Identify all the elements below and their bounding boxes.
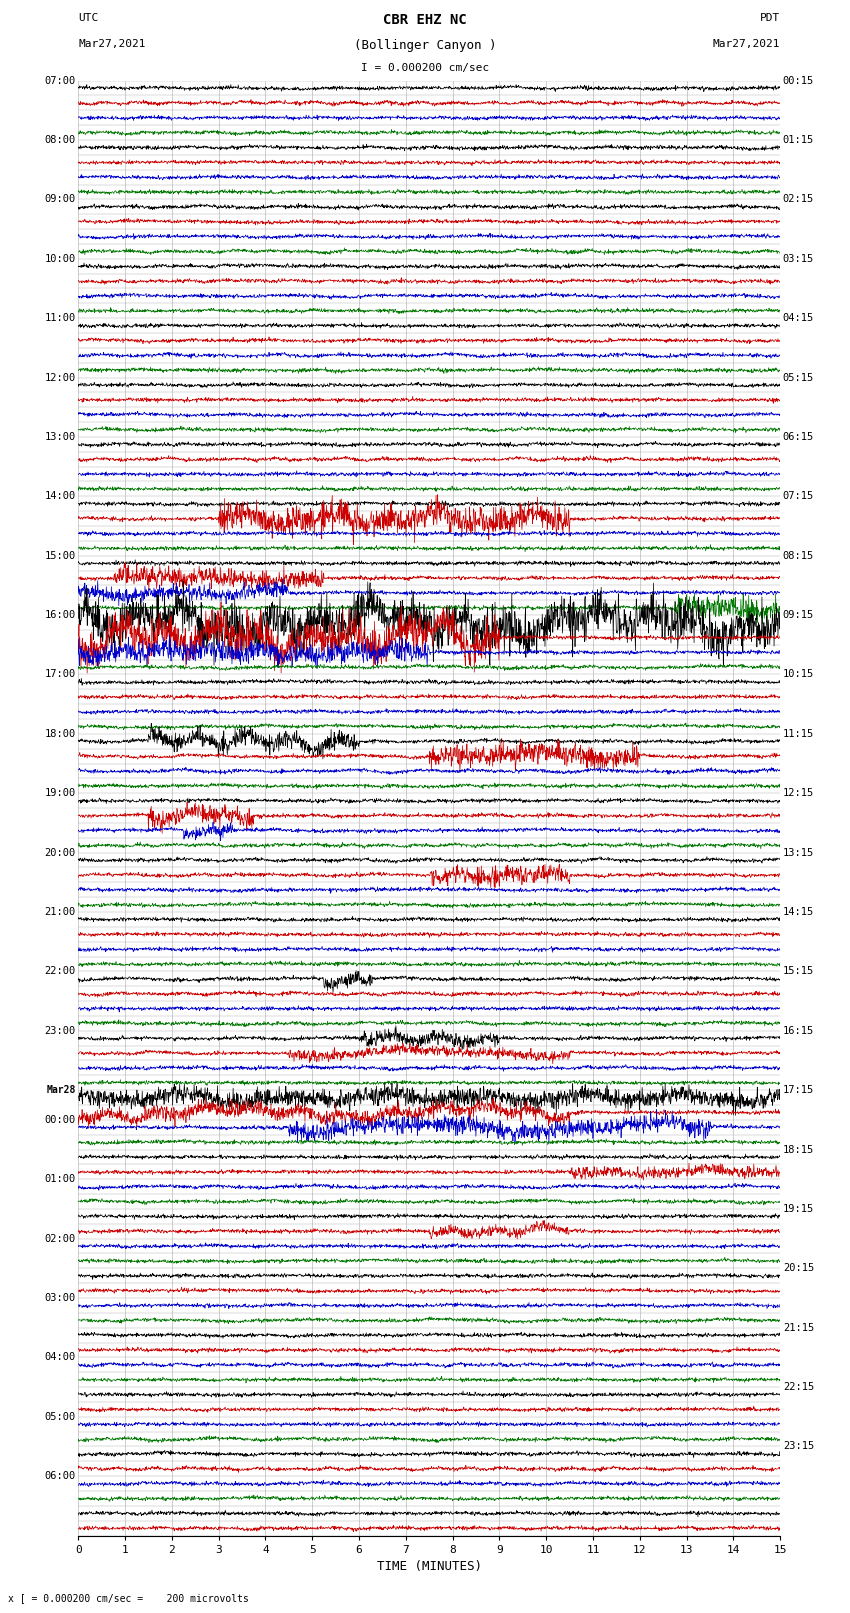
Text: 13:15: 13:15: [783, 848, 814, 858]
Text: 14:00: 14:00: [44, 492, 76, 502]
Text: 12:00: 12:00: [44, 373, 76, 382]
Text: 08:00: 08:00: [44, 135, 76, 145]
Text: 04:15: 04:15: [783, 313, 814, 323]
Text: 23:15: 23:15: [783, 1442, 814, 1452]
Text: I = 0.000200 cm/sec: I = 0.000200 cm/sec: [361, 63, 489, 73]
Text: 10:15: 10:15: [783, 669, 814, 679]
Text: 02:00: 02:00: [44, 1234, 76, 1244]
Text: 01:15: 01:15: [783, 135, 814, 145]
Text: 21:15: 21:15: [783, 1323, 814, 1332]
Text: 14:15: 14:15: [783, 907, 814, 918]
Text: 12:15: 12:15: [783, 789, 814, 798]
Text: 17:15: 17:15: [783, 1086, 814, 1095]
Text: 20:00: 20:00: [44, 848, 76, 858]
Text: Mar28: Mar28: [46, 1086, 76, 1095]
Text: 11:15: 11:15: [783, 729, 814, 739]
Text: 07:00: 07:00: [44, 76, 76, 85]
Text: 05:00: 05:00: [44, 1411, 76, 1421]
Text: 01:00: 01:00: [44, 1174, 76, 1184]
Text: 04:00: 04:00: [44, 1352, 76, 1363]
Text: 23:00: 23:00: [44, 1026, 76, 1036]
Text: 10:00: 10:00: [44, 253, 76, 265]
Text: 02:15: 02:15: [783, 195, 814, 205]
Text: x [ = 0.000200 cm/sec =    200 microvolts: x [ = 0.000200 cm/sec = 200 microvolts: [8, 1594, 249, 1603]
Text: 18:00: 18:00: [44, 729, 76, 739]
Text: 00:15: 00:15: [783, 76, 814, 85]
Text: 16:00: 16:00: [44, 610, 76, 619]
Text: 17:00: 17:00: [44, 669, 76, 679]
Text: Mar27,2021: Mar27,2021: [713, 39, 780, 48]
Text: 06:15: 06:15: [783, 432, 814, 442]
Text: 11:00: 11:00: [44, 313, 76, 323]
Text: 19:15: 19:15: [783, 1203, 814, 1215]
Text: 09:00: 09:00: [44, 195, 76, 205]
Text: CBR EHZ NC: CBR EHZ NC: [383, 13, 467, 27]
Text: 18:15: 18:15: [783, 1145, 814, 1155]
Text: 19:00: 19:00: [44, 789, 76, 798]
Text: PDT: PDT: [760, 13, 780, 23]
Text: 07:15: 07:15: [783, 492, 814, 502]
Text: UTC: UTC: [78, 13, 99, 23]
Text: 03:15: 03:15: [783, 253, 814, 265]
Text: (Bollinger Canyon ): (Bollinger Canyon ): [354, 39, 496, 52]
Text: 08:15: 08:15: [783, 550, 814, 561]
Text: 15:15: 15:15: [783, 966, 814, 976]
Text: 20:15: 20:15: [783, 1263, 814, 1273]
Text: 22:00: 22:00: [44, 966, 76, 976]
Text: 06:00: 06:00: [44, 1471, 76, 1481]
Text: 22:15: 22:15: [783, 1382, 814, 1392]
Text: 16:15: 16:15: [783, 1026, 814, 1036]
Text: 09:15: 09:15: [783, 610, 814, 619]
X-axis label: TIME (MINUTES): TIME (MINUTES): [377, 1560, 482, 1573]
Text: 05:15: 05:15: [783, 373, 814, 382]
Text: 15:00: 15:00: [44, 550, 76, 561]
Text: 03:00: 03:00: [44, 1294, 76, 1303]
Text: 00:00: 00:00: [44, 1115, 76, 1124]
Text: 13:00: 13:00: [44, 432, 76, 442]
Text: 21:00: 21:00: [44, 907, 76, 918]
Text: Mar27,2021: Mar27,2021: [78, 39, 145, 48]
